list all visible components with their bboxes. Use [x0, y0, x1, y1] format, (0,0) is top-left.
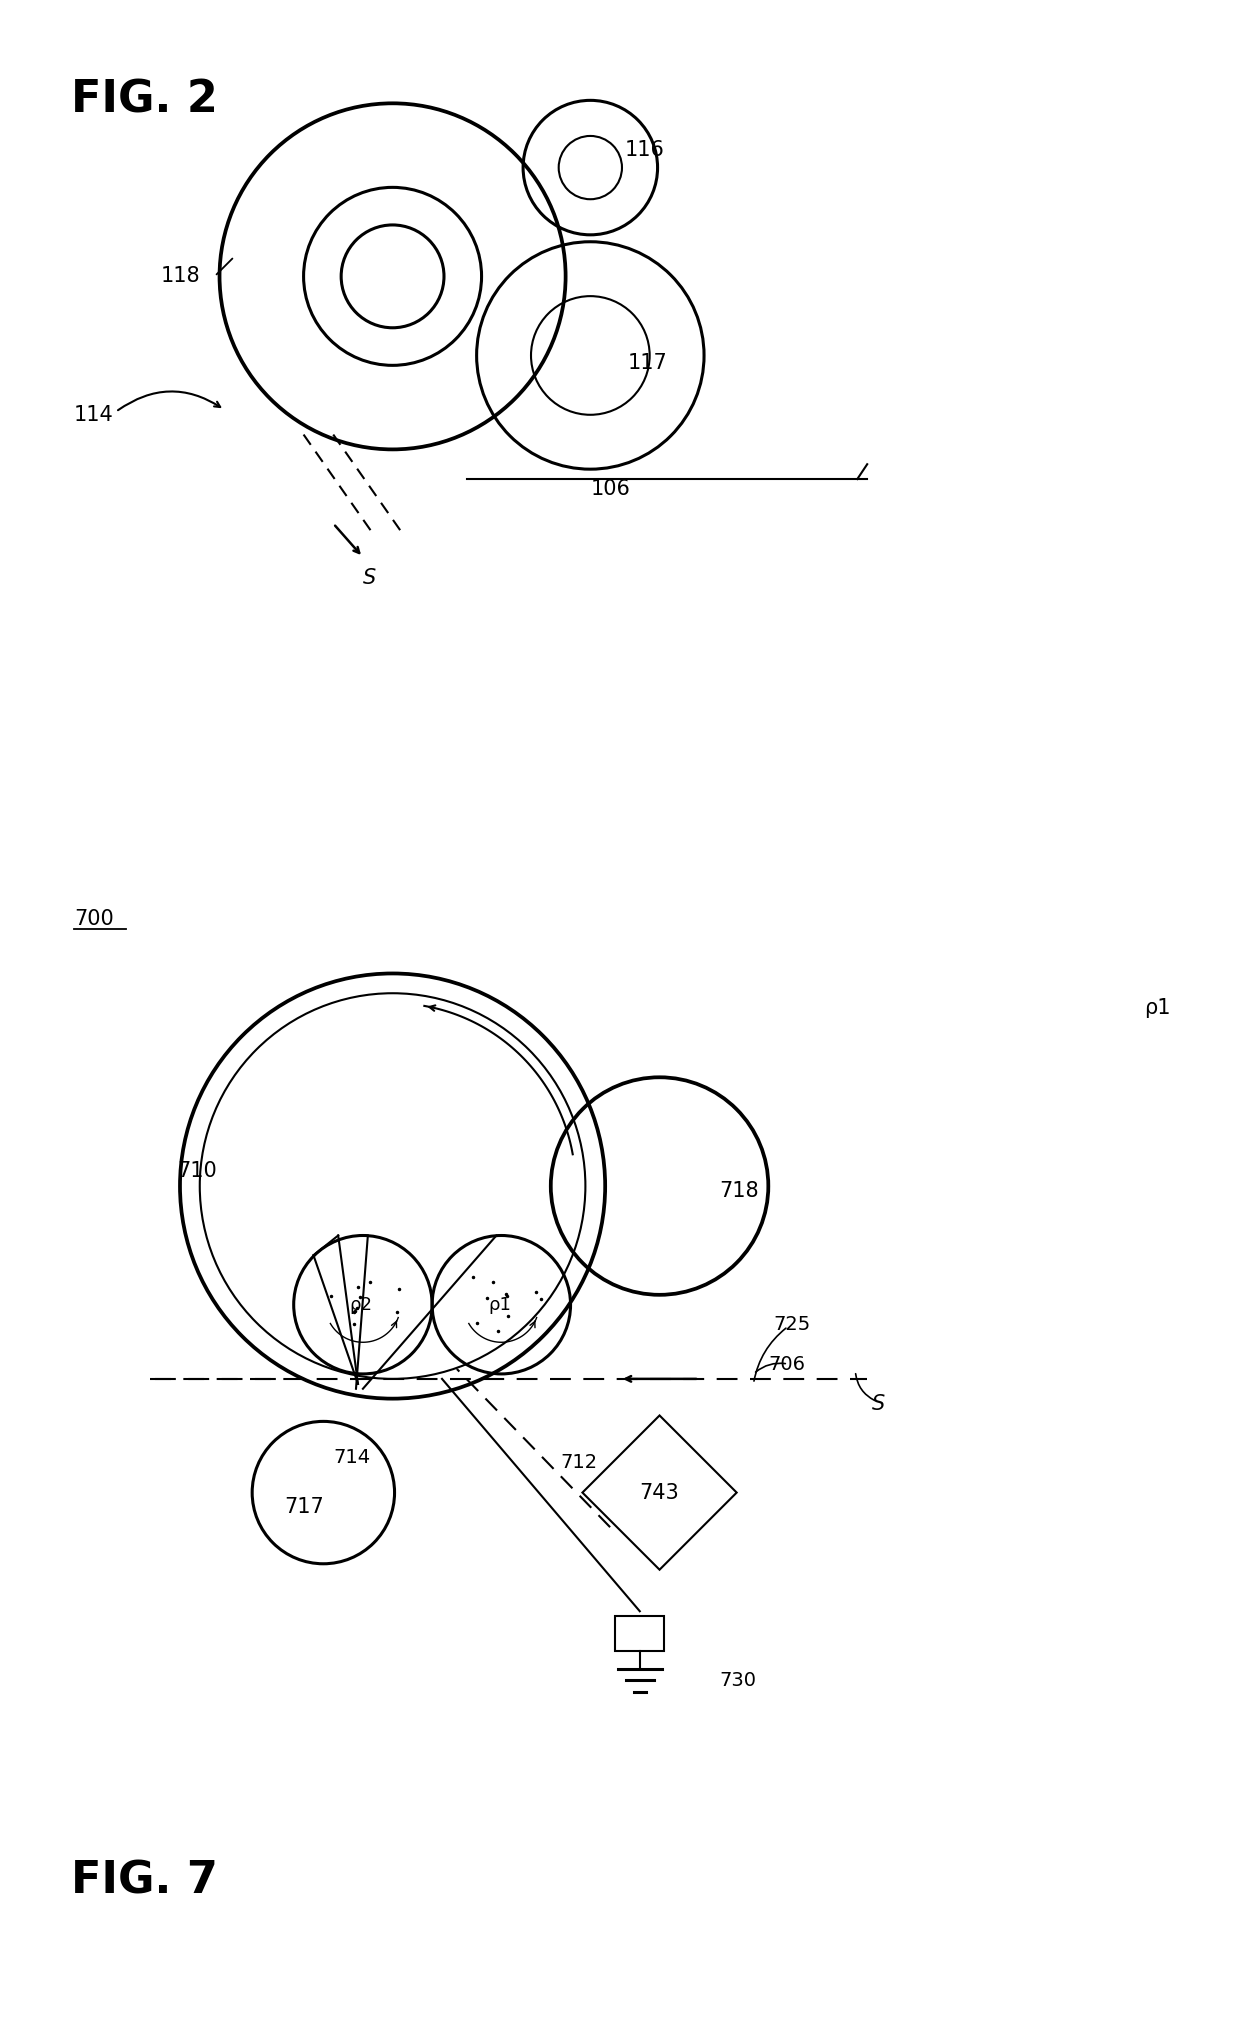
Text: 710: 710	[177, 1162, 217, 1180]
Text: 717: 717	[284, 1497, 324, 1517]
Text: 712: 712	[560, 1454, 598, 1472]
Text: S: S	[872, 1393, 885, 1414]
Text: ρ1: ρ1	[487, 1296, 511, 1314]
Text: 117: 117	[627, 353, 667, 373]
Text: 743: 743	[640, 1482, 680, 1503]
Text: 118: 118	[160, 266, 200, 286]
Text: 106: 106	[590, 479, 630, 499]
Text: 718: 718	[719, 1180, 759, 1201]
Text: 714: 714	[334, 1448, 371, 1468]
Text: FIG. 7: FIG. 7	[71, 1860, 218, 1902]
Text: 725: 725	[774, 1314, 811, 1334]
Text: 700: 700	[74, 909, 114, 929]
Text: 116: 116	[625, 140, 665, 160]
Text: 114: 114	[74, 406, 114, 424]
Text: FIG. 2: FIG. 2	[71, 79, 218, 122]
Text: 706: 706	[769, 1355, 805, 1373]
Text: ρ1: ρ1	[1145, 998, 1171, 1018]
Text: 730: 730	[719, 1671, 756, 1689]
Text: S: S	[363, 568, 376, 588]
Text: ρ2: ρ2	[350, 1296, 372, 1314]
